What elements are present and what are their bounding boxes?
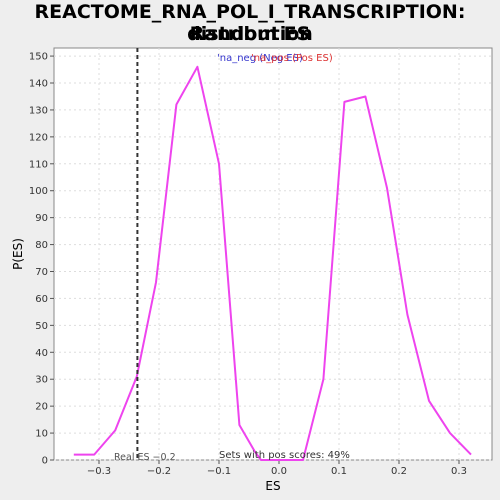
- series-group: [73, 65, 472, 461]
- x-tick-label: −0.1: [207, 466, 231, 477]
- legend-entry-pos: 'na_pos (Pos ES): [251, 53, 333, 64]
- y-tick-label: 140: [29, 79, 48, 90]
- y-tick-label: 70: [35, 267, 48, 278]
- x-tick-label: 0.0: [271, 466, 287, 477]
- y-tick-label: 0: [42, 456, 48, 467]
- pos-scores-annotation: Sets with pos scores: 49%: [219, 450, 350, 461]
- legend-entry-neg: 'na_neg (Neg ES): [217, 53, 303, 64]
- x-tick-label: 0.1: [331, 466, 347, 477]
- x-tick-label: −0.3: [87, 466, 111, 477]
- y-tick-label: 130: [29, 105, 48, 116]
- y-tick-label: 150: [29, 52, 48, 63]
- y-tick-label: 60: [35, 294, 48, 305]
- y-tick-label: 100: [29, 186, 48, 197]
- y-tick-label: 30: [35, 375, 48, 386]
- series-line: [73, 65, 472, 461]
- y-tick-label: 50: [35, 321, 48, 332]
- y-tick-label: 10: [35, 429, 48, 440]
- plot-area: [53, 47, 493, 461]
- y-tick-label: 90: [35, 213, 48, 224]
- y-tick-label: 120: [29, 132, 48, 143]
- chart-title-line1: REACTOME_RNA_POL_I_TRANSCRIPTION: Random…: [34, 1, 466, 45]
- grid-lines: [54, 48, 492, 461]
- legend: 'na_neg (Neg ES)'na_pos (Pos ES): [217, 53, 333, 64]
- y-tick-label: 110: [29, 159, 48, 170]
- y-tick-label: 80: [35, 240, 48, 251]
- y-tick-label: 20: [35, 402, 48, 413]
- x-axis: −0.3 −0.2 −0.1 0.0 0.1 0.2 0.3: [87, 460, 467, 477]
- x-tick-label: 0.3: [451, 466, 467, 477]
- real-es-label: Real ES −0.2: [114, 452, 176, 463]
- x-tick-label: 0.2: [391, 466, 407, 477]
- chart-title-line2: distribution: [187, 23, 313, 45]
- x-tick-label: −0.2: [147, 466, 171, 477]
- y-tick-label: 40: [35, 348, 48, 359]
- x-axis-label: ES: [265, 479, 280, 493]
- y-axis-label: P(ES): [11, 238, 25, 270]
- y-axis: 0 10 20 30 40 50 60 70 80 90 100 110 120 130 140 150: [29, 52, 54, 467]
